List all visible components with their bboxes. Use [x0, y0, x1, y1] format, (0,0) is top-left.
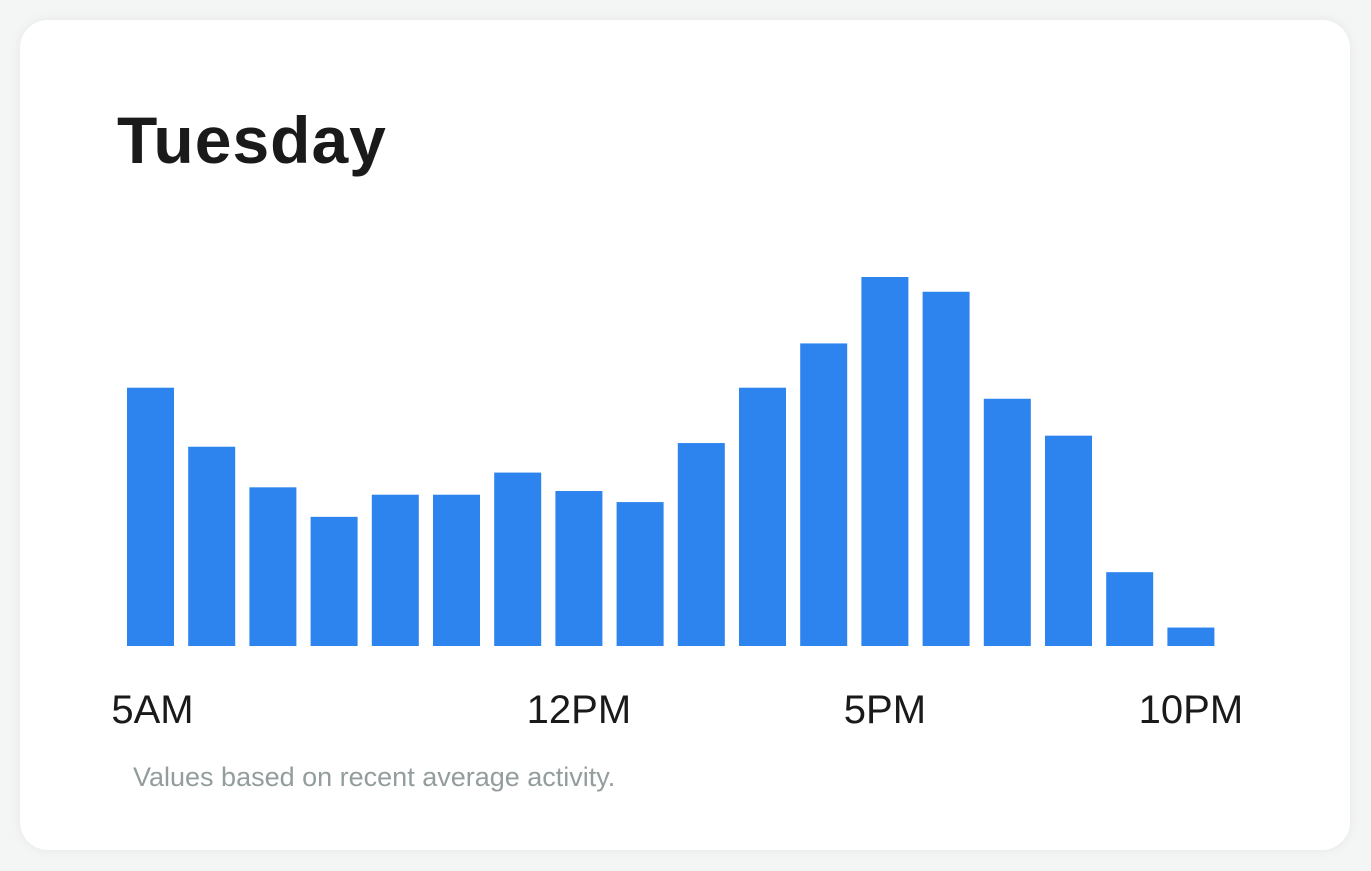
bar-10PM	[1167, 627, 1215, 646]
footnote: Values based on recent average activity.	[133, 762, 616, 792]
bar-11AM	[494, 472, 542, 646]
bar-chart: 5AM 12PM 5PM 10PM	[111, 277, 1244, 732]
chart-title: Tuesday	[117, 103, 387, 177]
x-tick-label: 10PM	[1139, 688, 1244, 732]
bar-12PM	[555, 491, 603, 646]
bar-6PM	[922, 291, 970, 646]
bar-7PM	[983, 398, 1031, 646]
x-tick-label: 5AM	[111, 688, 193, 732]
x-tick-label: 12PM	[527, 688, 632, 732]
bar-8AM	[310, 516, 358, 646]
bar-9AM	[371, 494, 419, 646]
bar-4PM	[800, 343, 848, 646]
bar-8PM	[1045, 435, 1092, 646]
bar-10AM	[433, 494, 480, 646]
bar-6AM	[188, 446, 236, 646]
bar-5AM	[127, 387, 174, 646]
bar-2PM	[677, 443, 725, 646]
bar-1PM	[616, 502, 664, 646]
bar-7AM	[249, 487, 297, 646]
bar-5PM	[861, 277, 909, 646]
bar-9PM	[1106, 572, 1154, 646]
popular-times-card: Tuesday 5AM 12PM 5PM 10PM Values based on r…	[20, 20, 1350, 850]
x-tick-label: 5PM	[844, 688, 926, 732]
bar-3PM	[739, 387, 786, 646]
